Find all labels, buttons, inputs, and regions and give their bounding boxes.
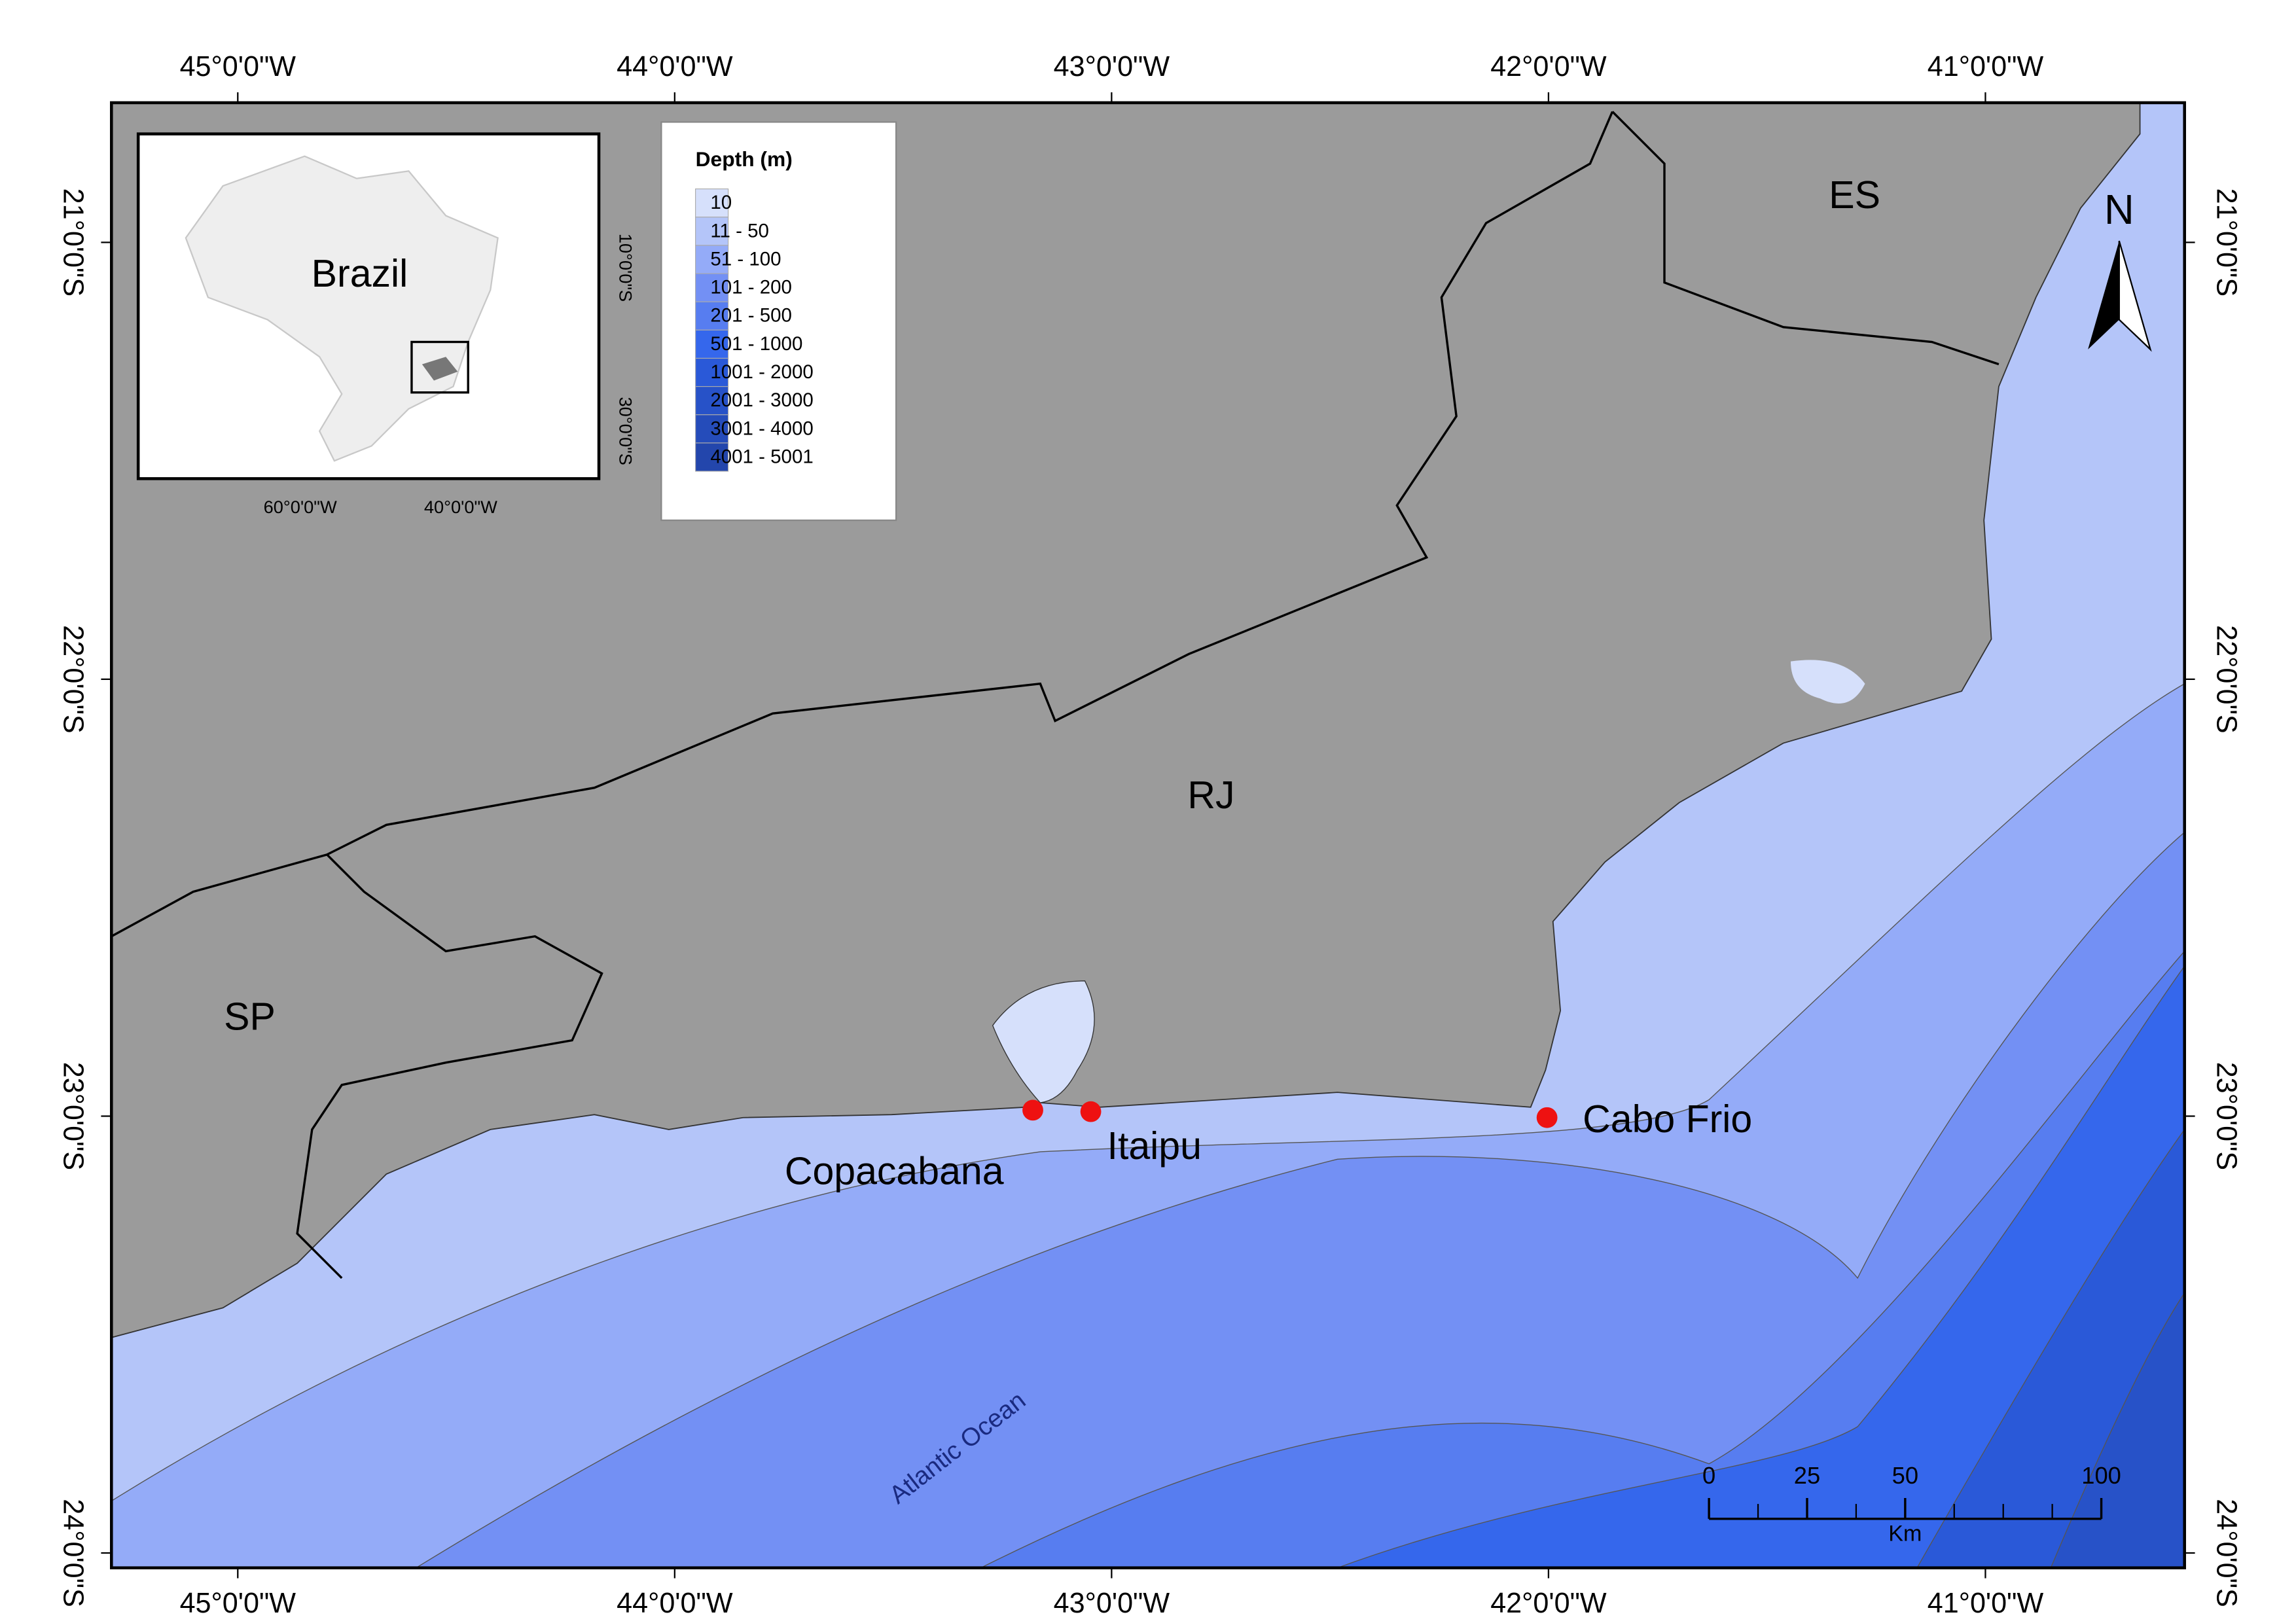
inset-lat-label: 30°0'0"S [615, 397, 636, 465]
legend-label: 3001 - 4000 [710, 418, 813, 439]
inset-lon-label: 40°0'0"W [424, 497, 497, 517]
inset: Brazil 60°0'0"W 40°0'0"W 10°0'0"S 30°0'0… [136, 132, 636, 517]
scale-label: 25 [1794, 1462, 1820, 1489]
legend-label: 201 - 500 [710, 305, 792, 327]
longitude-label: 42°0'0"W [1490, 51, 1607, 82]
land [111, 102, 2141, 1338]
longitude-label: 41°0'0"W [1928, 51, 2044, 82]
latitude-label: 21°0'0"S [58, 188, 89, 297]
region-label: SP [224, 995, 276, 1038]
site-label: Itaipu [1107, 1124, 1202, 1168]
scale-label: 50 [1892, 1462, 1918, 1489]
legend-label: 2001 - 3000 [710, 389, 813, 411]
longitude-label: 41°0'0"W [1928, 1588, 2044, 1619]
region-label: RJ [1187, 774, 1234, 817]
latitude-label: 21°0'0"S [2211, 188, 2242, 296]
longitude-label: 42°0'0"W [1490, 1588, 1607, 1619]
scale-unit: Km [1888, 1522, 1922, 1546]
legend-label: 51 - 100 [710, 248, 781, 270]
scale-label: 100 [2081, 1462, 2121, 1489]
longitude-label: 43°0'0"W [1054, 51, 1170, 82]
lagoon [1791, 660, 1865, 704]
latitude-label: 24°0'0"S [58, 1499, 89, 1607]
inset-lon-label: 60°0'0"W [264, 497, 337, 517]
legend-swatch [695, 357, 729, 387]
north-label: N [2104, 187, 2134, 233]
legend-swatch [695, 301, 729, 330]
legend-label: 101 - 200 [710, 277, 792, 298]
legend-title: Depth (m) [696, 147, 793, 171]
scale-label: 0 [1702, 1462, 1715, 1489]
legend-label: 10 [710, 192, 732, 213]
legend-swatch [695, 329, 729, 359]
legend-label: 4001 - 5001 [710, 446, 813, 467]
latitude-label: 24°0'0"S [2211, 1499, 2242, 1607]
legend-label: 11 - 50 [710, 220, 769, 241]
longitude-label: 43°0'0"W [1054, 1588, 1170, 1619]
latitude-label: 22°0'0"S [2211, 625, 2242, 733]
longitude-label: 44°0'0"W [617, 51, 733, 82]
north-arrow-left [2088, 241, 2119, 349]
inset-lat-label: 10°0'0"S [615, 234, 636, 302]
depth-band [111, 1291, 2185, 1569]
state-borders [111, 111, 2000, 1279]
legend-swatch [695, 442, 729, 472]
inset-extent [410, 340, 469, 394]
longitude-label: 45°0'0"W [180, 51, 296, 82]
depth-band [111, 831, 2185, 1569]
latitude-label: 23°0'0"S [2211, 1062, 2242, 1170]
region-label: ES [1829, 173, 1880, 217]
legend-label: 1001 - 2000 [710, 361, 813, 383]
inset-label: Brazil [312, 252, 408, 295]
brazil-shape [185, 155, 499, 462]
legend: Depth (m) 10 11 - 50 51 - 100 101 - 200 201 … [660, 121, 897, 522]
sites: Copacabana Itaipu Cabo Frio [785, 1097, 1752, 1192]
legend-swatch [695, 188, 729, 218]
site-label: Cabo Frio [1583, 1097, 1752, 1141]
north-arrow: N [2088, 187, 2152, 352]
longitude-label: 44°0'0"W [617, 1588, 733, 1619]
site-marker [1022, 1099, 1043, 1121]
longitude-label: 45°0'0"W [180, 1588, 296, 1619]
legend-swatch [695, 245, 729, 274]
site-marker [1536, 1107, 1558, 1128]
site-marker [1080, 1101, 1102, 1122]
legend-swatch [695, 273, 729, 302]
site-label: Copacabana [785, 1150, 1004, 1193]
depth-band [111, 1128, 2185, 1569]
latitude-label: 23°0'0"S [58, 1062, 89, 1170]
latitude-label: 22°0'0"S [58, 625, 89, 734]
legend-swatch [695, 414, 729, 444]
legend-label: 501 - 1000 [710, 333, 802, 355]
graticule: 45°0'0"W 45°0'0"W 44°0'0"W 44°0'0"W 43°0'0"W… [58, 51, 2242, 1619]
rj-shape [422, 357, 458, 381]
scale-bar: 0 25 50 100 Km [1702, 1462, 2121, 1546]
map-frame [110, 101, 2186, 1569]
north-arrow-right [2118, 240, 2152, 352]
guanabara-bay [992, 980, 1095, 1103]
